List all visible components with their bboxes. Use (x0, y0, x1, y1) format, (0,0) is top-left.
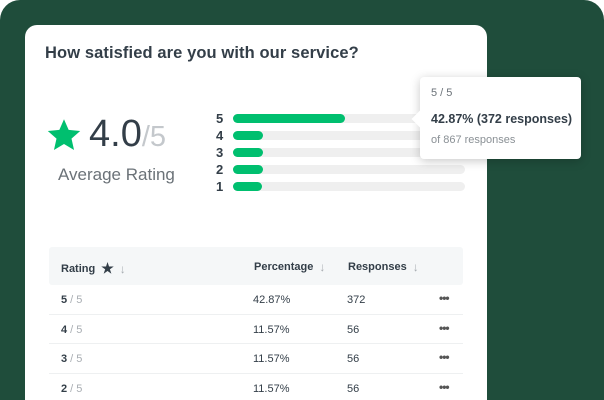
bar-fill (233, 148, 264, 157)
rating-cell: 3 / 5 (61, 353, 82, 365)
responses-cell: 56 (347, 382, 360, 395)
percentage-header-label: Percentage (254, 261, 314, 273)
tooltip-value: 42.87% (372 responses) (431, 112, 573, 126)
more-options-icon[interactable]: ••• (439, 350, 450, 364)
rating-scale: / 5 (67, 353, 83, 365)
table-row: 4 / 5 11.57% 56 ••• (49, 315, 463, 344)
bar-row[interactable]: 4 (216, 128, 476, 145)
more-options-icon[interactable]: ••• (439, 291, 450, 305)
responses-header-label: Responses (348, 261, 407, 273)
bar-row[interactable]: 2 (216, 162, 476, 179)
responses-cell: 56 (347, 353, 360, 365)
rating-value: 5 (61, 294, 68, 306)
table-row: 2 / 5 11.57% 56 ••• (49, 374, 463, 398)
table-row: 5 / 5 42.87% 372 ••• (49, 285, 463, 315)
bar-label: 5 (216, 111, 224, 126)
sort-arrow-icon[interactable]: ↓ (412, 260, 419, 274)
bar-track (233, 114, 465, 123)
bar-track (233, 165, 465, 174)
bar-label: 3 (216, 145, 224, 160)
rating-value: 2 (61, 382, 68, 395)
table-row: 3 / 5 11.57% 56 ••• (49, 344, 463, 374)
bar-fill (233, 131, 264, 140)
rating-scale: / 5 (67, 323, 83, 336)
percentage-cell: 42.87% (253, 294, 291, 306)
average-value: 4.0 (89, 113, 142, 155)
tooltip-total: of 867 responses (431, 134, 516, 146)
more-options-icon[interactable]: ••• (439, 320, 450, 335)
bar-track (233, 131, 465, 140)
rating-header-label: Rating (61, 262, 96, 275)
more-options-icon[interactable]: ••• (439, 379, 450, 394)
bar-label: 2 (216, 162, 224, 177)
star-icon (47, 119, 81, 150)
ratings-table: Rating ★ ↓ Percentage ↓ Responses ↓ 5 / 5 42.… (49, 247, 463, 398)
rating-value: 4 (61, 323, 68, 336)
sort-arrow-icon[interactable]: ↓ (319, 260, 326, 274)
rating-cell: 5 / 5 (61, 294, 82, 306)
column-rating[interactable]: Rating ★ ↓ (61, 260, 126, 277)
average-rating: 4.0/5 (89, 113, 166, 156)
sort-arrow-icon[interactable]: ↓ (119, 261, 126, 276)
percentage-cell: 11.57% (253, 353, 290, 365)
average-rating-label: Average Rating (58, 165, 175, 184)
bar-label: 1 (216, 179, 224, 194)
bar-label: 4 (216, 128, 224, 143)
bar-row[interactable]: 1 (216, 179, 476, 196)
rating-scale: / 5 (67, 294, 83, 306)
column-percentage[interactable]: Percentage ↓ (254, 260, 325, 274)
question-title: How satisfied are you with our service? (45, 44, 359, 62)
rating-value: 3 (61, 353, 68, 365)
bar-fill (233, 165, 264, 174)
results-card: How satisfied are you with our service? … (25, 25, 487, 400)
percentage-cell: 11.57% (253, 382, 290, 395)
rating-scale: / 5 (67, 382, 83, 395)
table-header: Rating ★ ↓ Percentage ↓ Responses ↓ (49, 247, 463, 285)
rating-scale: /5 (141, 121, 167, 153)
responses-cell: 372 (347, 294, 366, 306)
tooltip-rating: 5 / 5 (431, 87, 453, 99)
star-icon: ★ (101, 260, 114, 276)
column-responses[interactable]: Responses ↓ (348, 260, 419, 274)
percentage-cell: 11.57% (253, 323, 290, 336)
rating-cell: 4 / 5 (61, 324, 82, 336)
bar-track (233, 148, 465, 157)
responses-cell: 56 (347, 323, 360, 336)
bar-fill (233, 182, 262, 191)
bar-fill (233, 114, 346, 123)
bar-row[interactable]: 3 (216, 145, 476, 162)
rating-cell: 2 / 5 (61, 383, 82, 395)
bar-track (233, 182, 465, 191)
bar-row[interactable]: 5 (216, 111, 476, 128)
bar-tooltip: 5 / 5 42.87% (372 responses) of 867 resp… (420, 77, 581, 159)
